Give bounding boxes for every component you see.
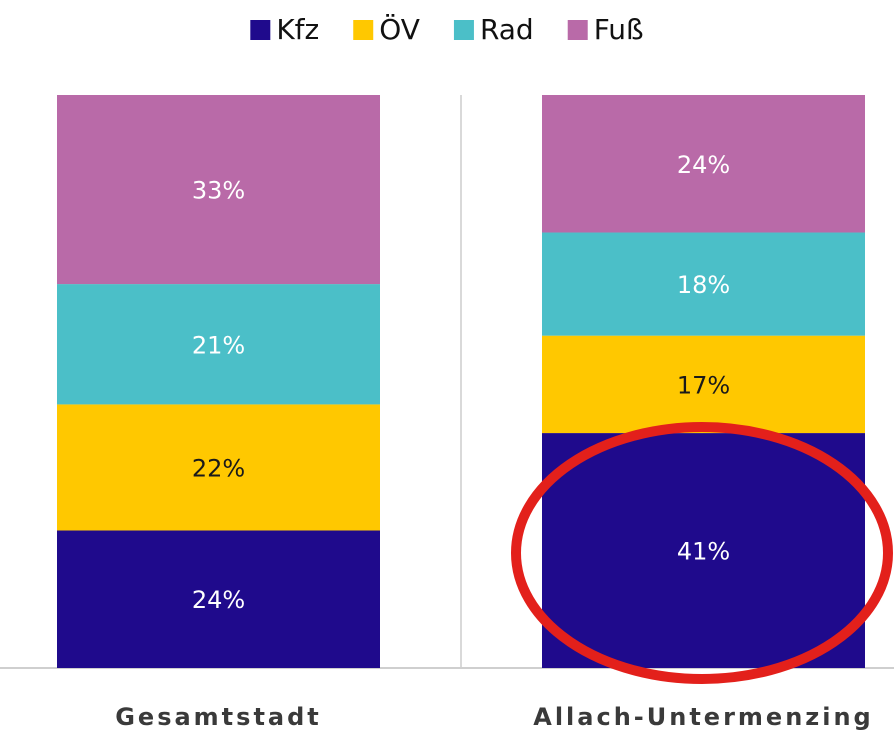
value-label: 24% [677, 151, 730, 179]
value-label: 24% [192, 586, 245, 614]
bar-segment [542, 95, 865, 233]
bar-segment [57, 530, 380, 668]
value-label: 17% [677, 371, 730, 399]
bar-segment [57, 284, 380, 405]
bar-segment [542, 232, 865, 336]
value-label: 22% [192, 454, 245, 482]
legend-label: ÖV [379, 12, 420, 46]
x-tick-label: Gesamtstadt [115, 703, 322, 731]
legend-label: Kfz [276, 13, 319, 46]
value-label: 18% [677, 271, 730, 299]
value-label: 33% [192, 177, 245, 205]
legend-swatch [353, 20, 374, 40]
value-label: 41% [677, 538, 730, 566]
legend-swatch [453, 20, 474, 40]
highlight-ellipse [511, 422, 893, 684]
bar-segment [57, 95, 380, 285]
bar-segment [542, 335, 865, 434]
value-label: 21% [192, 331, 245, 359]
legend-swatch [567, 20, 588, 40]
legend-label: Fuß [594, 13, 644, 46]
legend: Kfz ÖV Rad Fuß [250, 12, 644, 46]
legend-label: Rad [480, 13, 534, 46]
labels: 24% 22% 21% 33% Gesamtstadt 41% 17% 18% 24% Allac… [115, 151, 874, 731]
x-tick-label: Allach-Untermenzing [533, 703, 874, 731]
bars [57, 95, 865, 668]
bar-segment [542, 433, 865, 668]
bar-segment [57, 404, 380, 531]
legend-swatch [250, 20, 271, 40]
